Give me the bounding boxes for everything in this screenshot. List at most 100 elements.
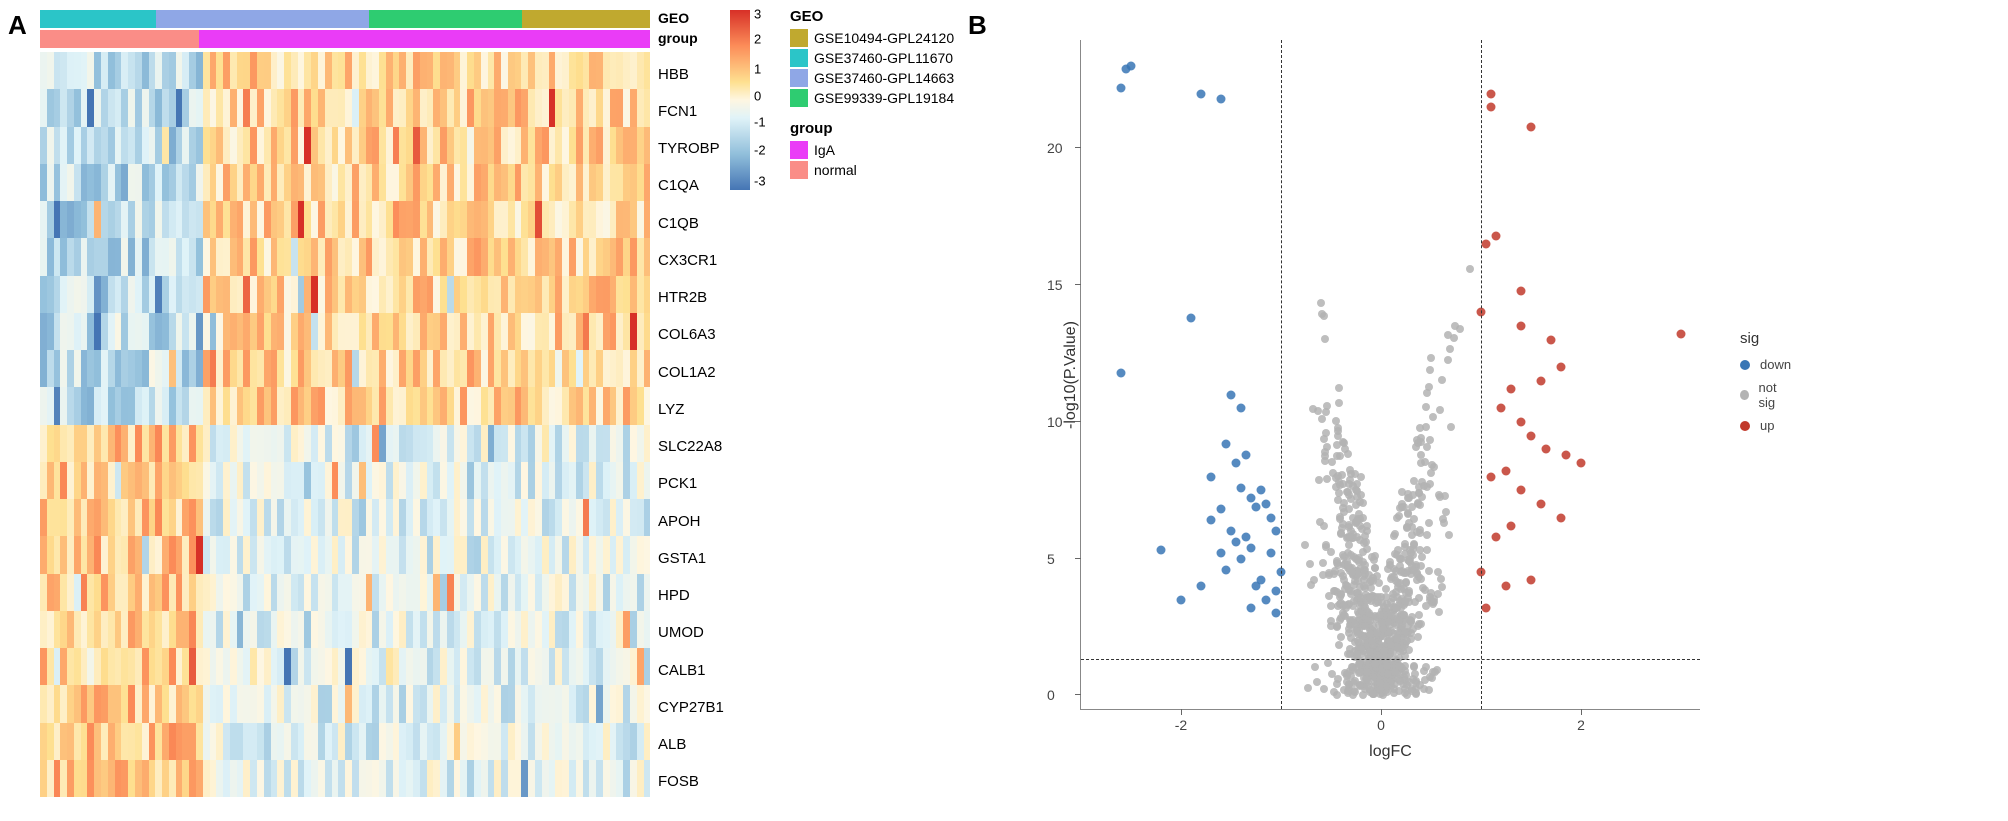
volcano-point-ns [1323,475,1331,483]
volcano-point-ns [1466,265,1474,273]
volcano-point-down [1242,450,1251,459]
gene-label: HTR2B [658,289,707,306]
volcano-point-ns [1332,417,1340,425]
volcano-point-ns [1363,545,1371,553]
volcano-point-ns [1393,551,1401,559]
gene-label: PCK1 [658,475,697,492]
sig-legend-item: down [1740,357,1791,372]
volcano-point-ns [1417,575,1425,583]
geo-segment [522,10,650,28]
panel-b-label: B [968,10,987,41]
volcano-point-up [1507,385,1516,394]
volcano-point-ns [1363,668,1371,676]
volcano-point-ns [1356,682,1364,690]
volcano-point-ns [1354,637,1362,645]
volcano-point-ns [1340,611,1348,619]
volcano-point-ns [1322,543,1330,551]
legend-label: GSE37460-GPL14663 [814,70,954,86]
volcano-point-ns [1417,562,1425,570]
volcano-point-ns [1393,514,1401,522]
legend-dot [1740,390,1749,400]
gene-label: LYZ [658,401,684,418]
group-annotation-bar [40,30,650,48]
volcano-point-up [1677,330,1686,339]
volcano-point-ns [1321,335,1329,343]
volcano-point-ns [1375,579,1383,587]
volcano-point-up [1487,89,1496,98]
volcano-point-down [1207,516,1216,525]
volcano-point-ns [1368,637,1376,645]
volcano-point-ns [1339,504,1347,512]
volcano-point-ns [1429,413,1437,421]
y-tick: 5 [1047,551,1055,567]
volcano-point-down [1262,595,1271,604]
volcano-point-ns [1346,645,1354,653]
volcano-point-ns [1404,509,1412,517]
volcano-point-ns [1371,564,1379,572]
volcano-point-ns [1401,543,1409,551]
heatmap-row [40,499,650,536]
volcano-point-ns [1333,691,1341,699]
legend-label: up [1760,418,1774,433]
volcano-point-ns [1342,604,1350,612]
volcano-point-ns [1445,531,1453,539]
volcano-point-ns [1361,622,1369,630]
volcano-point-ns [1346,533,1354,541]
volcano-point-ns [1344,488,1352,496]
threshold-vline [1281,40,1282,709]
volcano-point-ns [1387,641,1395,649]
volcano-point-down [1117,368,1126,377]
legend-swatch [790,49,808,67]
volcano-point-ns [1337,591,1345,599]
volcano-point-ns [1416,424,1424,432]
gradient-tick: 1 [754,62,761,77]
volcano-point-ns [1317,299,1325,307]
volcano-point-ns [1344,687,1352,695]
heatmap-row [40,350,650,387]
volcano-point-up [1487,103,1496,112]
geo-legend-item: GSE37460-GPL11670 [790,49,954,67]
volcano-point-ns [1344,561,1352,569]
heatmap-row [40,89,650,126]
volcano-point-ns [1328,458,1336,466]
volcano-point-ns [1321,448,1329,456]
volcano-point-ns [1423,546,1431,554]
gradient-tick: 3 [754,6,761,21]
volcano-point-up [1517,286,1526,295]
gene-label: HPD [658,587,690,604]
heatmap-row [40,760,650,797]
volcano-point-ns [1366,594,1374,602]
gene-label: CX3CR1 [658,252,717,269]
volcano-point-down [1177,595,1186,604]
gene-label: ALB [658,736,686,753]
volcano-point-ns [1363,676,1371,684]
volcano-point-ns [1406,558,1414,566]
volcano-point-ns [1394,579,1402,587]
heatmap-grid [40,52,650,797]
gradient-tick: 0 [754,89,761,104]
legend-label: IgA [814,142,835,158]
volcano-point-ns [1425,567,1433,575]
volcano-point-down [1222,565,1231,574]
gene-label: C1QA [658,177,699,194]
volcano-point-ns [1423,531,1431,539]
volcano-point-ns [1427,469,1435,477]
volcano-point-ns [1315,476,1323,484]
volcano-point-ns [1414,622,1422,630]
volcano-point-ns [1320,685,1328,693]
volcano-point-ns [1421,676,1429,684]
volcano-point-ns [1327,617,1335,625]
volcano-point-ns [1410,662,1418,670]
volcano-point-ns [1386,558,1394,566]
volcano-point-ns [1418,493,1426,501]
volcano-point-ns [1337,569,1345,577]
volcano-point-ns [1311,663,1319,671]
legend-swatch [790,161,808,179]
heatmap-row [40,574,650,611]
volcano-point-ns [1438,376,1446,384]
geo-segment [40,10,156,28]
y-tick: 0 [1047,687,1055,703]
volcano-point-ns [1438,583,1446,591]
y-tick: 20 [1047,140,1063,156]
volcano-point-up [1507,521,1516,530]
